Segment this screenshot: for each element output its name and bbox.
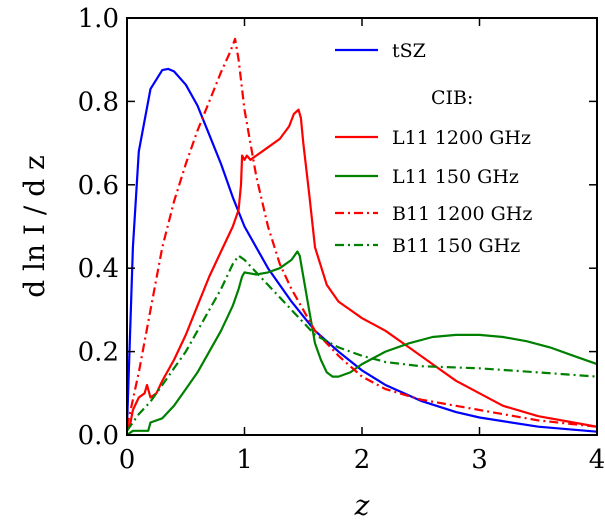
- y-axis-label: d ln I / d z: [18, 155, 51, 298]
- series-layer: [127, 37, 597, 435]
- legend-label: B11 150 GHz: [392, 235, 520, 257]
- x-tick-label: 0: [119, 445, 136, 475]
- x-tick-label: 4: [589, 445, 605, 475]
- axis-labels: z d ln I / d z: [18, 155, 370, 521]
- y-tick-label: 0.8: [78, 87, 119, 117]
- y-tick-label: 0.6: [78, 171, 119, 201]
- y-tick-label: 0.4: [78, 254, 119, 284]
- legend-label: L11 1200 GHz: [392, 127, 531, 149]
- legend: tSZ CIB: L11 1200 GHz L11 150 GHz B11 1200 G…: [335, 40, 532, 257]
- legend-label: tSZ: [392, 40, 426, 62]
- series-line-1: [127, 67, 597, 433]
- x-tick-label: 3: [471, 445, 488, 475]
- y-tick-label: 0.2: [78, 338, 119, 368]
- x-axis-label: z: [354, 489, 370, 521]
- x-tick-label: 2: [354, 445, 371, 475]
- series-line-2: [127, 108, 597, 432]
- y-tick-label: 1.0: [78, 4, 119, 34]
- legend-label: B11 1200 GHz: [392, 203, 532, 225]
- series-line-3: [127, 250, 597, 435]
- series-line-5: [127, 254, 597, 432]
- y-tick-label: 0.0: [78, 421, 119, 451]
- x-tick-label: 1: [236, 445, 253, 475]
- ticks-layer: 0 1 2 3 4 0.0 0.2 0.4 0.6 0.8 1.0: [78, 4, 605, 475]
- series-line-4: [127, 37, 597, 428]
- legend-header: CIB:: [431, 87, 473, 109]
- legend-label: L11 150 GHz: [392, 166, 519, 188]
